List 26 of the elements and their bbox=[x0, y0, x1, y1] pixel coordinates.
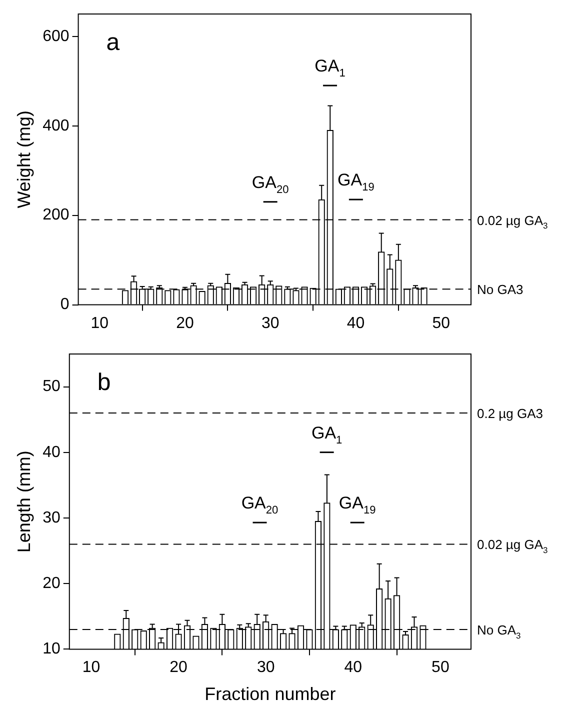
x-tick-label: 20 bbox=[170, 659, 188, 676]
annotation: a bbox=[106, 29, 120, 56]
y-tick-label: 20 bbox=[42, 575, 60, 592]
ref-line-label: No GA3 bbox=[477, 282, 524, 298]
ref-line-label: 0.2 µg GA3 bbox=[477, 406, 544, 422]
x-tick-label: 50 bbox=[432, 314, 450, 332]
x-tick-label: 40 bbox=[346, 314, 365, 332]
x-tick-label: 20 bbox=[176, 314, 194, 332]
y-tick-label: 10 bbox=[42, 640, 60, 658]
y-tick-label: 0 bbox=[60, 296, 70, 314]
x-tick-label: 10 bbox=[82, 659, 100, 676]
x-tick-label: 50 bbox=[432, 659, 450, 676]
y-tick-label: 600 bbox=[42, 28, 70, 45]
y-tick-label: 200 bbox=[42, 206, 70, 224]
y-tick-label: 50 bbox=[42, 378, 60, 396]
annotation: b bbox=[97, 369, 111, 396]
y-axis-title: Weight (mg) bbox=[14, 110, 34, 208]
y-tick-label: 40 bbox=[42, 444, 60, 461]
x-tick-label: 30 bbox=[261, 314, 280, 332]
y-tick-label: 400 bbox=[42, 117, 70, 134]
y-tick-label: 30 bbox=[42, 509, 60, 526]
x-tick-label: 30 bbox=[256, 659, 275, 676]
x-tick-label: 40 bbox=[344, 659, 362, 676]
x-axis-title: Fraction number bbox=[204, 684, 336, 704]
x-tick-label: 10 bbox=[90, 314, 109, 332]
y-axis-title: Length (mm) bbox=[14, 450, 34, 553]
